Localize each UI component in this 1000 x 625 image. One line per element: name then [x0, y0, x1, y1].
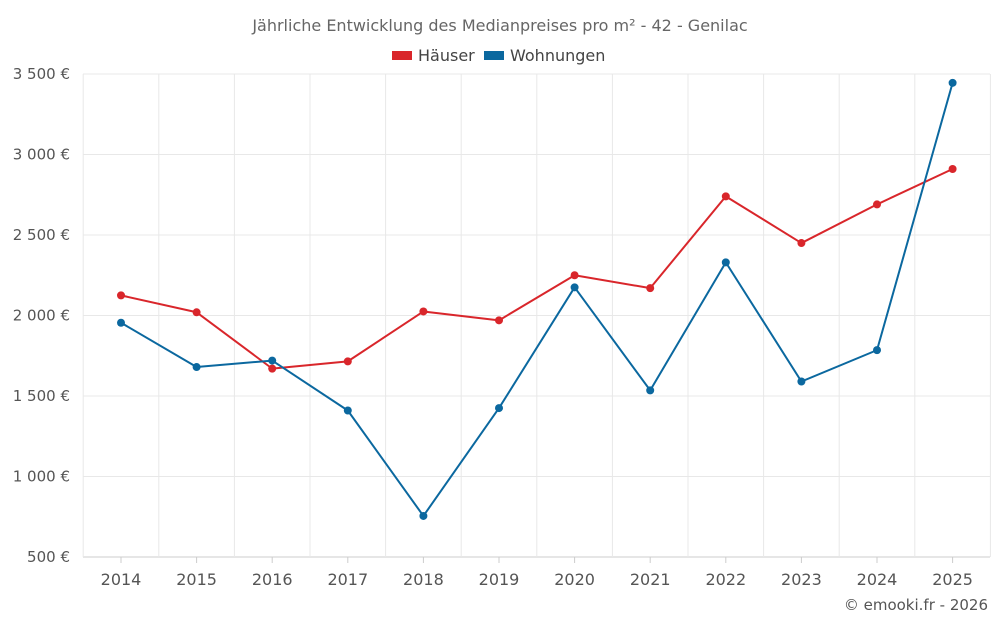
series-line-wohnungen	[120, 82, 954, 517]
data-point-haeuser[interactable]	[948, 164, 957, 173]
data-point-haeuser[interactable]	[721, 192, 730, 201]
y-tick-label: 1 000 €	[13, 468, 70, 486]
series-line-haeuser	[120, 168, 954, 370]
y-tick-label: 3 500 €	[13, 65, 70, 83]
legend-item-wohnungen[interactable]: Wohnungen	[484, 46, 605, 65]
data-point-haeuser[interactable]	[495, 316, 503, 325]
data-point-wohnungen[interactable]	[646, 386, 655, 395]
data-point-haeuser[interactable]	[646, 284, 655, 293]
y-axis-ticks: 500 € 1 000 € 1 500 € 2 000 € 2 500 € 3 000 €…	[13, 65, 70, 566]
credit-text: © emooki.fr - 2026	[844, 596, 988, 614]
data-point-haeuser[interactable]	[570, 271, 579, 280]
x-tick-label: 2021	[630, 570, 671, 589]
data-point-haeuser[interactable]	[873, 200, 881, 209]
x-axis-ticks: 2014 2015 2016 2017 2018 2019 2020 2021 2022 2023…	[101, 557, 973, 589]
data-point-haeuser[interactable]	[117, 291, 125, 300]
data-point-wohnungen[interactable]	[495, 404, 503, 413]
data-point-haeuser[interactable]	[268, 364, 277, 373]
x-tick-label: 2020	[554, 570, 595, 589]
legend-item-haeuser[interactable]: Häuser	[392, 46, 475, 65]
x-tick-label: 2019	[479, 570, 520, 589]
data-point-wohnungen[interactable]	[268, 356, 277, 365]
legend-label-wohnungen: Wohnungen	[510, 46, 605, 65]
data-point-wohnungen[interactable]	[873, 346, 881, 355]
x-tick-label: 2024	[857, 570, 898, 589]
x-tick-label: 2015	[176, 570, 217, 589]
legend-label-haeuser: Häuser	[418, 46, 475, 65]
data-point-haeuser[interactable]	[192, 308, 201, 317]
data-point-wohnungen[interactable]	[117, 318, 125, 327]
data-point-wohnungen[interactable]	[570, 283, 579, 292]
x-tick-label: 2018	[403, 570, 444, 589]
data-point-haeuser[interactable]	[419, 307, 428, 316]
x-tick-label: 2023	[781, 570, 822, 589]
series-wohnungen	[117, 78, 957, 520]
chart-title: Jährliche Entwicklung des Medianpreises …	[251, 16, 747, 35]
y-tick-label: 1 500 €	[13, 387, 70, 405]
x-tick-label: 2017	[327, 570, 368, 589]
y-tick-label: 3 000 €	[13, 146, 70, 164]
data-point-wohnungen[interactable]	[343, 406, 352, 415]
y-tick-label: 2 500 €	[13, 226, 70, 244]
legend: Häuser Wohnungen	[392, 46, 605, 65]
y-tick-label: 500 €	[27, 548, 70, 566]
data-point-wohnungen[interactable]	[419, 511, 428, 520]
x-tick-label: 2014	[101, 570, 142, 589]
series-layer	[117, 78, 957, 520]
data-point-wohnungen[interactable]	[948, 78, 957, 87]
series-haeuser	[117, 164, 957, 373]
x-tick-label: 2016	[252, 570, 293, 589]
data-point-wohnungen[interactable]	[797, 377, 806, 386]
y-tick-label: 2 000 €	[13, 307, 70, 325]
x-tick-label: 2025	[932, 570, 973, 589]
x-tick-label: 2022	[705, 570, 746, 589]
data-point-haeuser[interactable]	[343, 357, 352, 366]
legend-swatch-haeuser	[392, 51, 412, 60]
data-point-wohnungen[interactable]	[192, 363, 201, 372]
legend-swatch-wohnungen	[484, 51, 504, 60]
data-point-wohnungen[interactable]	[721, 258, 730, 267]
data-point-haeuser[interactable]	[797, 239, 806, 248]
